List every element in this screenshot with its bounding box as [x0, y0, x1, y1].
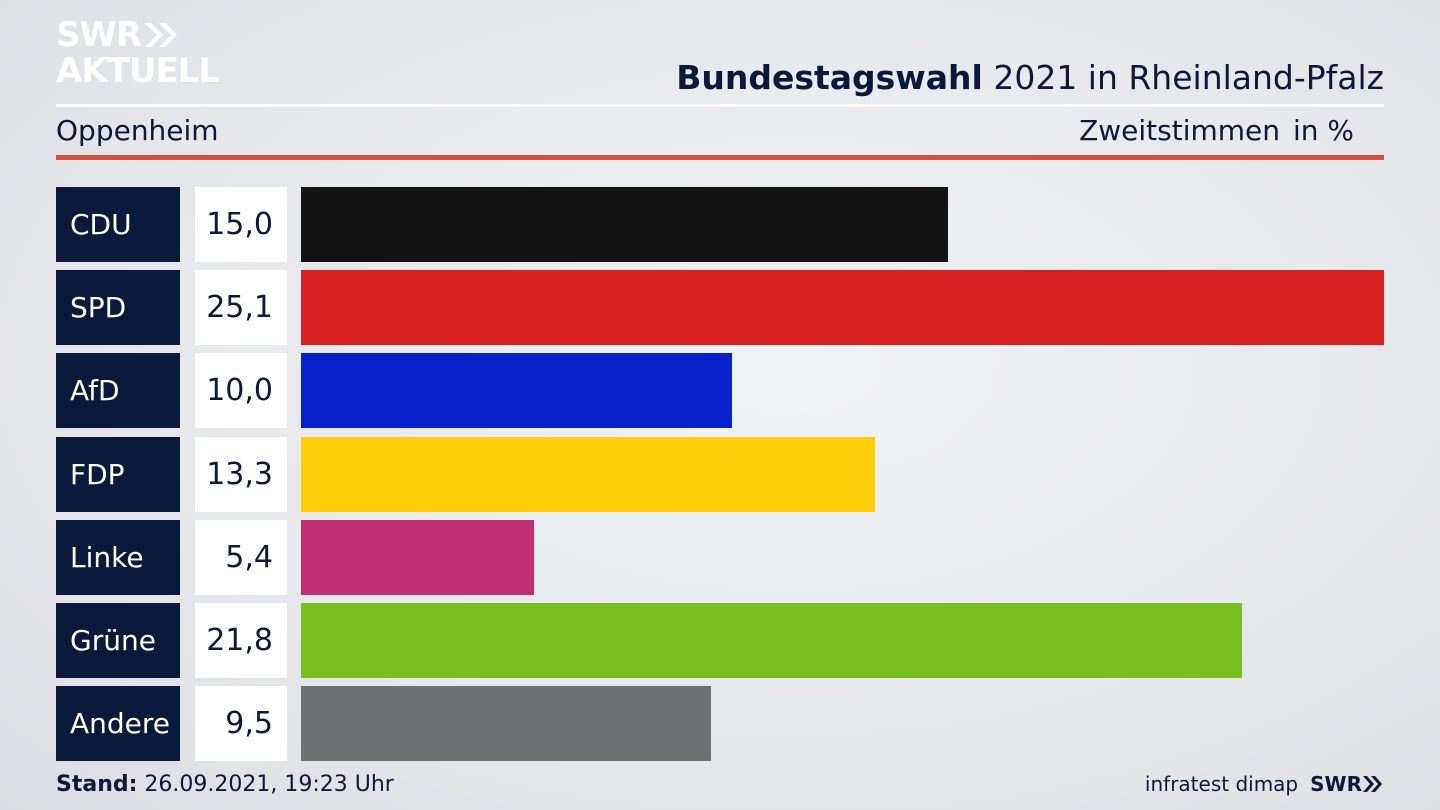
bar-row-grüne: Grüne 21,8	[56, 603, 1384, 678]
bar-row-afd: AfD 10,0	[56, 353, 1384, 429]
header-divider	[56, 104, 1384, 107]
unit-label: in %	[1292, 114, 1354, 147]
bar-row-spd: SPD 25,1	[56, 270, 1384, 346]
bar-row-cdu: CDU 15,0	[56, 187, 1384, 262]
swr-brand-text: SWR	[1310, 772, 1362, 796]
value-label: 5,4	[195, 519, 287, 595]
value-label: 15,0	[195, 187, 287, 262]
swr-aktuell-logo: SWR AKTUELL	[56, 15, 220, 91]
value-label: 21,8	[195, 603, 287, 678]
timestamp-value: 26.09.2021, 19:23 Uhr	[137, 772, 394, 797]
bar-row-linke: Linke 5,4	[56, 519, 1384, 595]
party-label: Linke	[56, 519, 180, 595]
bar-row-andere: Andere 9,5	[56, 686, 1384, 762]
source-label: infratest dimap	[1144, 772, 1299, 796]
value-label: 9,5	[195, 686, 287, 762]
party-label: FDP	[56, 436, 180, 512]
bar-afd	[301, 353, 732, 429]
swr-brand: SWR	[1310, 772, 1384, 796]
double-chevron-icon	[145, 23, 178, 47]
value-label: 10,0	[195, 353, 287, 429]
party-label: Grüne	[56, 603, 180, 678]
timestamp-label: Stand:	[56, 772, 138, 797]
metric-label: Zweitstimmen	[1079, 114, 1280, 147]
bar-row-fdp: FDP 13,3	[56, 436, 1384, 512]
bar-grüne	[301, 603, 1242, 678]
chart-title: Bundestagswahl 2021 in Rheinland-Pfalz	[676, 58, 1384, 97]
double-chevron-small-icon	[1363, 776, 1382, 792]
bar-spd	[301, 270, 1384, 346]
party-label: AfD	[56, 353, 180, 429]
accent-divider	[56, 155, 1384, 160]
bar-fdp	[301, 436, 875, 512]
party-label: SPD	[56, 270, 180, 346]
timestamp: Stand: 26.09.2021, 19:23 Uhr	[56, 772, 394, 797]
value-label: 25,1	[195, 270, 287, 346]
party-label: Andere	[56, 686, 180, 762]
chart-title-rest: 2021 in Rheinland-Pfalz	[982, 58, 1384, 97]
bar-andere	[301, 686, 711, 762]
bar-cdu	[301, 187, 948, 262]
logo-text-aktuell: AKTUELL	[56, 51, 220, 91]
value-label: 13,3	[195, 436, 287, 512]
chart-title-bold: Bundestagswahl	[676, 58, 983, 97]
source-credits: infratest dimap SWR	[1145, 772, 1384, 796]
logo-text-swr: SWR	[56, 15, 142, 55]
party-label: CDU	[56, 187, 180, 262]
region-label: Oppenheim	[56, 114, 219, 147]
bar-linke	[301, 519, 534, 595]
